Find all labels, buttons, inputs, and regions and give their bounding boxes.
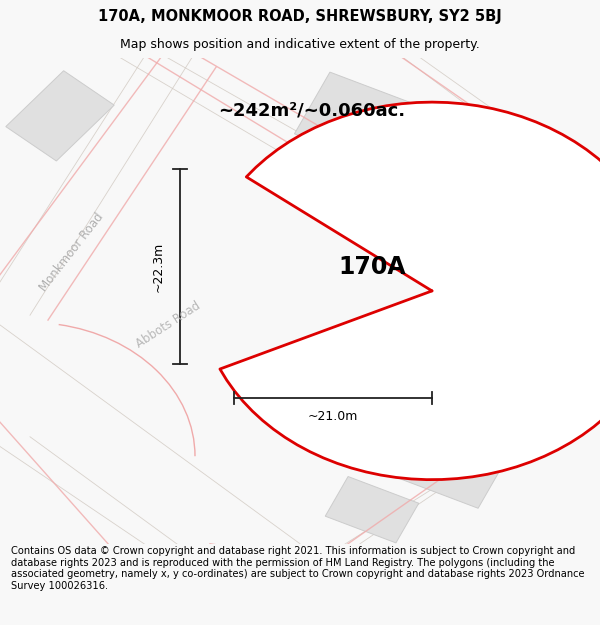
Polygon shape — [471, 264, 573, 337]
Text: ~21.0m: ~21.0m — [308, 410, 358, 423]
Polygon shape — [325, 476, 419, 543]
Polygon shape — [444, 158, 540, 229]
Text: ~22.3m: ~22.3m — [152, 241, 165, 292]
Text: Monkmoor Road: Monkmoor Road — [37, 211, 107, 294]
Text: 170A: 170A — [338, 254, 406, 279]
Text: ~242m²/~0.060ac.: ~242m²/~0.060ac. — [218, 102, 406, 120]
Polygon shape — [397, 433, 503, 508]
Polygon shape — [451, 364, 545, 431]
Text: 170A, MONKMOOR ROAD, SHREWSBURY, SY2 5BJ: 170A, MONKMOOR ROAD, SHREWSBURY, SY2 5BJ — [98, 9, 502, 24]
Polygon shape — [220, 102, 600, 479]
Polygon shape — [295, 72, 449, 179]
Polygon shape — [6, 71, 114, 161]
Text: Abbots Road: Abbots Road — [133, 299, 203, 351]
Text: Map shows position and indicative extent of the property.: Map shows position and indicative extent… — [120, 38, 480, 51]
Text: Contains OS data © Crown copyright and database right 2021. This information is : Contains OS data © Crown copyright and d… — [11, 546, 584, 591]
